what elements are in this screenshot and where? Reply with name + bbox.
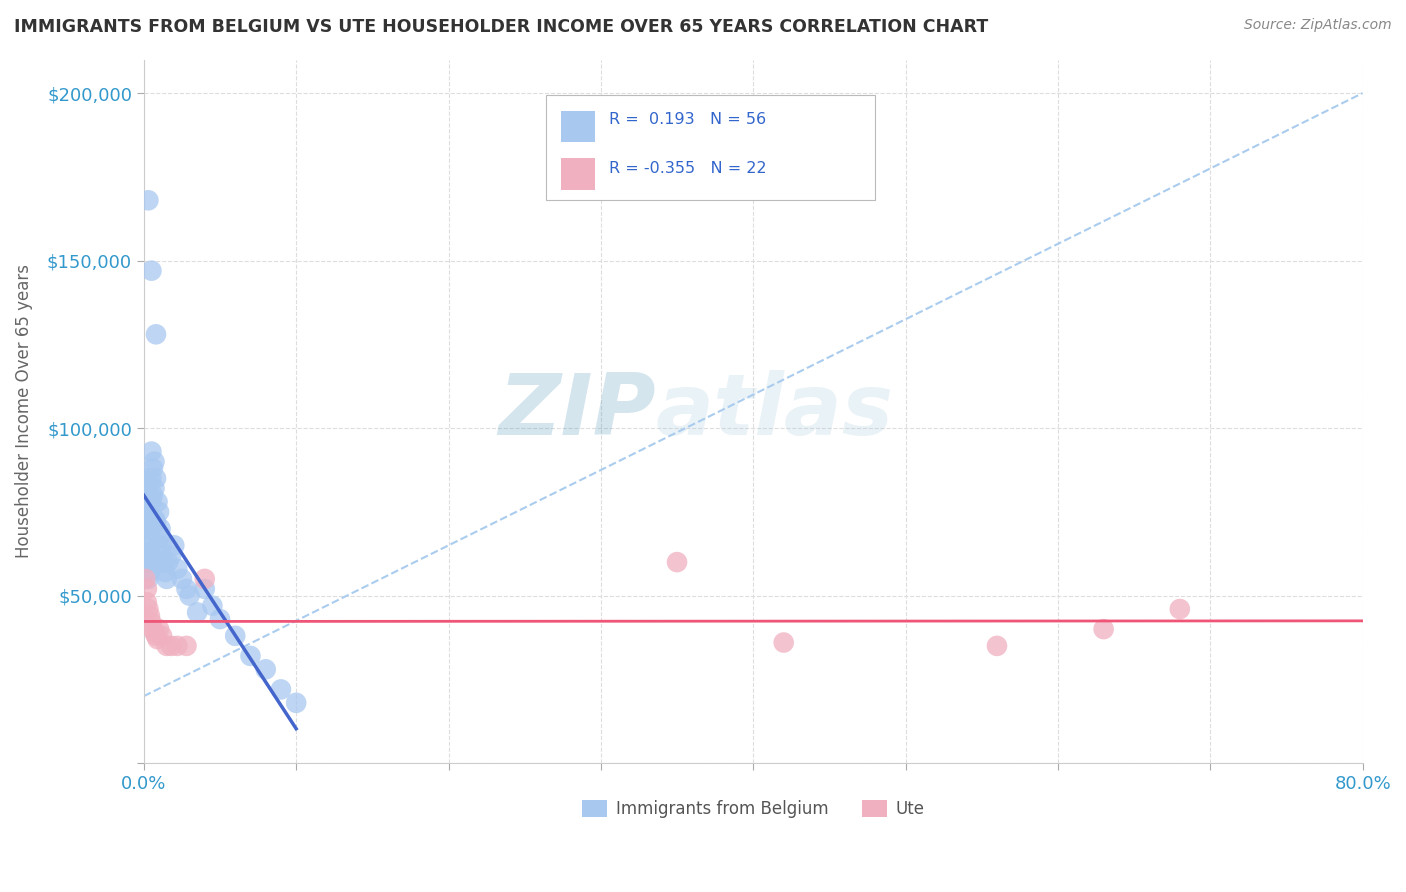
Point [142, 488, 165, 502]
Point [176, 639, 198, 653]
Point [157, 555, 180, 569]
Point [153, 565, 176, 579]
Point [152, 555, 174, 569]
Point [135, 505, 157, 519]
Point [150, 629, 173, 643]
Point [179, 589, 201, 603]
Point [142, 515, 165, 529]
Point [138, 194, 160, 208]
Point [208, 612, 231, 626]
Point [176, 582, 198, 596]
Point [141, 444, 163, 458]
Point [138, 572, 160, 586]
Text: R = -0.355   N = 22: R = -0.355 N = 22 [609, 161, 768, 176]
Point [141, 471, 163, 485]
Point [139, 608, 162, 623]
Point [201, 599, 224, 613]
Point [141, 615, 163, 630]
Point [285, 696, 308, 710]
Point [148, 532, 170, 546]
Legend: Immigrants from Belgium, Ute: Immigrants from Belgium, Ute [575, 794, 931, 825]
Point [134, 572, 156, 586]
Point [1092, 622, 1115, 636]
Point [139, 545, 162, 559]
Point [148, 622, 170, 636]
Point [138, 535, 160, 549]
Point [772, 635, 794, 649]
Point [135, 582, 157, 596]
Point [143, 625, 166, 640]
Point [143, 511, 166, 525]
Point [146, 632, 169, 647]
Point [160, 549, 183, 563]
Point [138, 488, 160, 502]
Text: R =  0.193   N = 56: R = 0.193 N = 56 [609, 112, 766, 127]
Point [139, 498, 162, 512]
Point [141, 549, 163, 563]
Point [166, 639, 188, 653]
Point [142, 622, 165, 636]
Point [146, 538, 169, 552]
Point [194, 572, 217, 586]
Bar [561, 111, 595, 142]
Point [139, 522, 162, 536]
Point [270, 682, 292, 697]
Point [138, 511, 160, 525]
Point [141, 522, 163, 536]
Point [135, 595, 157, 609]
Point [135, 482, 157, 496]
Point [145, 515, 167, 529]
Point [148, 555, 170, 569]
Point [239, 648, 262, 663]
Point [166, 562, 188, 576]
Point [134, 471, 156, 485]
Point [156, 572, 179, 586]
FancyBboxPatch shape [546, 95, 875, 201]
Point [138, 602, 160, 616]
Point [149, 522, 172, 536]
Point [134, 522, 156, 536]
Text: ZIP: ZIP [498, 370, 655, 453]
Point [143, 455, 166, 469]
Point [143, 482, 166, 496]
Point [186, 606, 208, 620]
Point [170, 572, 193, 586]
Point [194, 582, 217, 596]
Point [134, 549, 156, 563]
Point [224, 629, 246, 643]
Point [141, 495, 163, 509]
Text: IMMIGRANTS FROM BELGIUM VS UTE HOUSEHOLDER INCOME OVER 65 YEARS CORRELATION CHAR: IMMIGRANTS FROM BELGIUM VS UTE HOUSEHOLD… [14, 18, 988, 36]
Point [141, 263, 163, 277]
Point [139, 565, 162, 579]
Point [142, 461, 165, 475]
Point [145, 629, 167, 643]
Point [156, 639, 179, 653]
Point [254, 662, 277, 676]
Point [134, 495, 156, 509]
Point [146, 495, 169, 509]
Text: Source: ZipAtlas.com: Source: ZipAtlas.com [1244, 18, 1392, 32]
Point [160, 639, 183, 653]
Point [163, 538, 186, 552]
Point [145, 471, 167, 485]
Text: atlas: atlas [655, 370, 894, 453]
Point [135, 528, 157, 542]
Y-axis label: Householder Income Over 65 years: Householder Income Over 65 years [15, 264, 32, 558]
Point [1168, 602, 1191, 616]
Point [148, 505, 170, 519]
Point [150, 538, 173, 552]
Point [986, 639, 1008, 653]
Point [138, 555, 160, 569]
Point [666, 555, 689, 569]
Point [145, 327, 167, 342]
Point [135, 555, 157, 569]
Bar [561, 158, 595, 190]
